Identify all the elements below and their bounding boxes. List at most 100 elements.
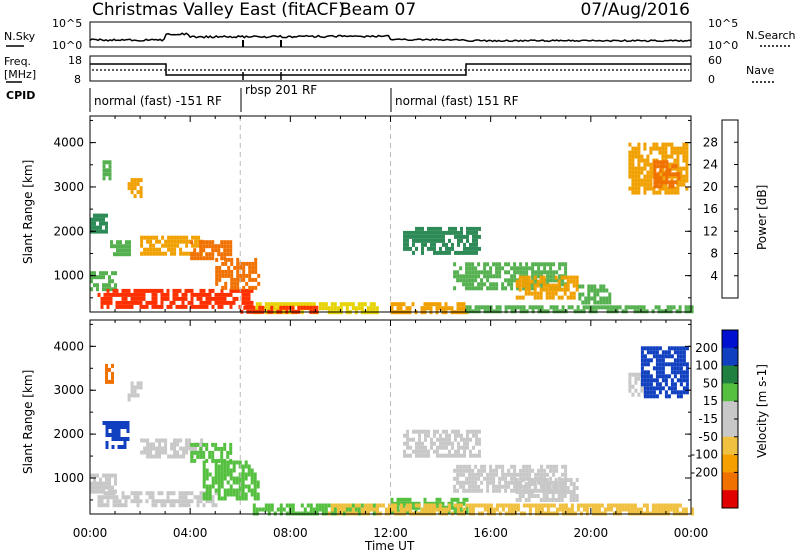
data-cell	[439, 230, 442, 235]
data-cell	[205, 256, 209, 261]
data-cell	[498, 305, 502, 310]
x-tick-label: 04:00	[173, 526, 208, 540]
data-cell	[528, 305, 532, 310]
data-cell	[309, 503, 313, 508]
data-cell	[465, 503, 469, 508]
data-cell	[111, 279, 114, 284]
data-cell	[223, 446, 227, 451]
data-cell	[136, 178, 140, 183]
data-cell	[124, 292, 128, 297]
data-cell	[217, 304, 221, 309]
data-cell	[149, 235, 153, 240]
data-cell	[646, 350, 650, 355]
data-cell	[661, 166, 665, 171]
data-cell	[121, 503, 125, 508]
colorbar-segment	[722, 490, 738, 509]
data-cell	[524, 283, 528, 288]
data-cell	[220, 460, 224, 465]
data-cell	[250, 468, 254, 473]
data-cell	[516, 503, 520, 508]
data-cell	[90, 287, 93, 292]
data-cell	[226, 248, 230, 253]
data-cell	[606, 507, 610, 512]
data-cell	[90, 481, 93, 486]
data-cell	[687, 309, 691, 314]
data-cell	[649, 174, 653, 179]
data-cell	[139, 296, 143, 301]
data-cell	[471, 262, 475, 267]
data-cell	[108, 279, 111, 284]
data-cell	[230, 281, 234, 286]
data-cell	[631, 174, 635, 179]
data-cell	[673, 146, 677, 151]
data-cell	[348, 503, 352, 508]
data-cell	[224, 257, 228, 262]
data-cell	[527, 490, 531, 494]
data-cell	[640, 362, 644, 367]
data-cell	[193, 458, 197, 463]
data-cell	[345, 302, 349, 307]
data-cell	[575, 486, 579, 490]
data-cell	[229, 300, 233, 305]
data-cell	[250, 472, 254, 477]
data-cell	[96, 489, 99, 494]
data-cell	[557, 287, 561, 292]
data-cell	[661, 362, 665, 367]
data-cell	[424, 445, 427, 450]
data-cell	[140, 239, 144, 244]
data-cell	[655, 350, 659, 355]
data-cell	[433, 238, 436, 243]
data-cell	[670, 154, 674, 159]
data-cell	[618, 507, 622, 512]
data-cell	[166, 292, 170, 297]
data-cell	[399, 497, 403, 502]
data-cell	[173, 442, 177, 447]
data-cell	[99, 217, 102, 222]
data-cell	[531, 282, 535, 287]
data-cell	[105, 477, 108, 482]
data-cell	[136, 182, 140, 187]
data-cell	[226, 454, 230, 459]
data-cell	[220, 288, 224, 293]
data-cell	[643, 146, 647, 151]
data-cell	[531, 270, 535, 275]
data-cell	[115, 292, 119, 297]
data-cell	[566, 486, 570, 490]
data-cell	[540, 464, 544, 469]
data-cell	[102, 213, 105, 218]
data-cell	[649, 386, 653, 391]
data-cell	[572, 486, 576, 490]
data-cell	[637, 186, 641, 191]
data-cell	[444, 507, 448, 512]
data-cell	[533, 482, 537, 486]
data-cell	[406, 238, 409, 243]
data-cell	[102, 160, 106, 165]
data-cell	[495, 507, 499, 512]
y-tick-label: 3000	[53, 180, 84, 194]
data-cell	[102, 176, 106, 181]
data-cell	[220, 464, 224, 469]
data-cell	[451, 429, 454, 434]
data-cell	[524, 486, 528, 490]
data-cell	[546, 262, 550, 267]
data-cell	[475, 429, 478, 434]
data-cell	[226, 472, 230, 477]
data-cell	[421, 226, 424, 231]
data-cell	[652, 142, 656, 147]
data-cell	[158, 251, 162, 256]
data-cell	[415, 441, 418, 446]
data-cell	[445, 437, 448, 442]
data-cell	[480, 464, 484, 469]
colorbar-tick-label: 24	[703, 158, 718, 172]
data-cell	[105, 473, 108, 478]
data-cell	[102, 473, 105, 478]
data-cell	[468, 476, 472, 481]
data-cell	[448, 230, 451, 235]
data-cell	[679, 382, 683, 387]
time-axis-ticks: 00:00 04:00 08:00 12:00 16:00 20:00 00:00	[73, 526, 709, 540]
data-cell	[250, 492, 254, 497]
data-cell	[211, 256, 215, 261]
data-cell	[113, 252, 116, 257]
data-cell	[242, 265, 246, 270]
data-cell	[233, 277, 237, 282]
